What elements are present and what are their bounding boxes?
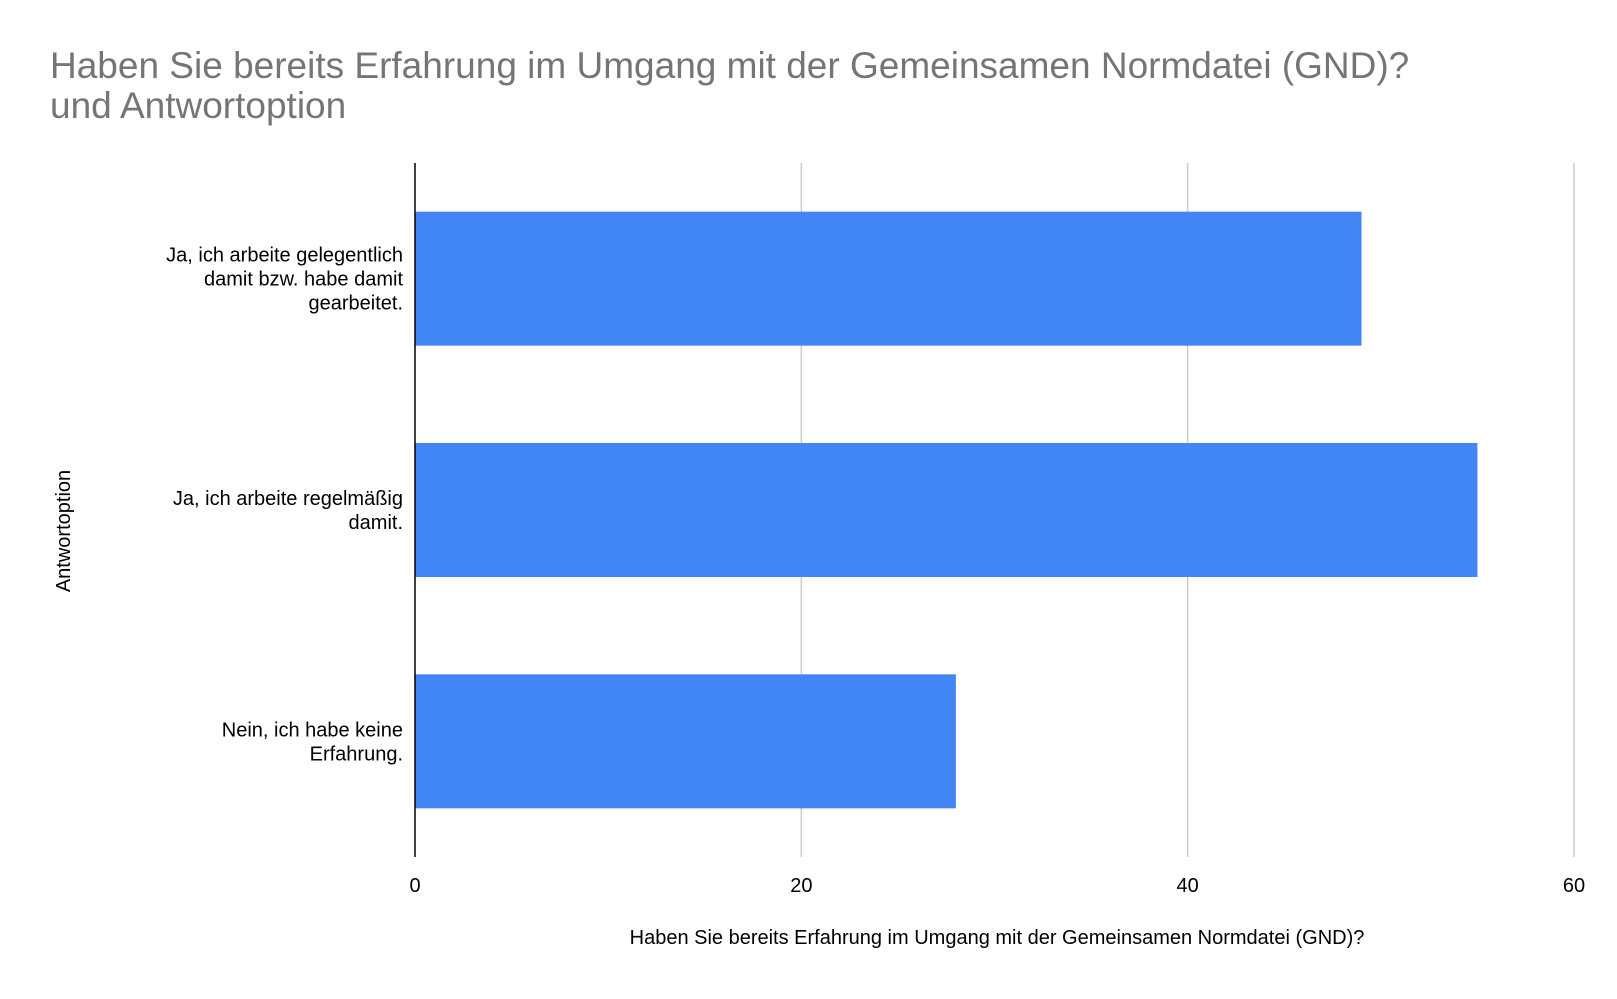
bar-1 [415,211,1362,346]
category-label-1-line-2: damit bzw. habe damit [204,269,403,291]
category-label-2-line-1: Ja, ich arbeite regelmäßig [173,488,403,510]
bar-2 [415,443,1478,577]
y-axis-title: Antwortoption [53,470,75,592]
bars [415,211,1478,809]
category-label-3-line-1: Nein, ich habe keine [222,719,403,741]
category-label-3-line-2: Erfahrung. [310,743,403,765]
chart-title: Haben Sie bereits Erfahrung im Umgang mi… [50,46,1570,126]
x-tick-label-0: 0 [409,875,420,897]
x-tick-labels: 0 20 40 60 [409,875,1585,897]
x-tick-label-20: 20 [790,875,812,897]
x-axis-title: Haben Sie bereits Erfahrung im Umgang mi… [630,927,1365,949]
chart-title-line-1: Haben Sie bereits Erfahrung im Umgang mi… [50,45,1410,86]
category-label-1-line-1: Ja, ich arbeite gelegentlich [166,245,403,267]
x-tick-label-60: 60 [1563,875,1585,897]
bar-3 [415,674,956,809]
category-label-1-line-3: gearbeitet. [308,293,403,315]
x-tick-label-40: 40 [1177,875,1199,897]
chart-title-line-2: und Antwortoption [50,85,347,126]
category-label-2-line-2: damit. [349,512,403,534]
